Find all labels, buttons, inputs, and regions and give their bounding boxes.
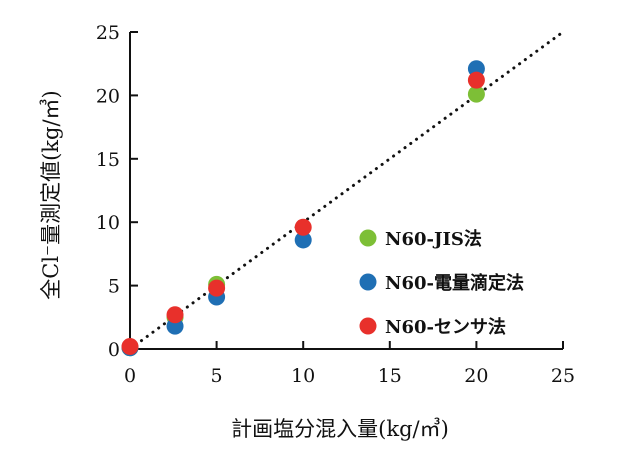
legend-label: N60-JIS法 (385, 228, 482, 250)
x-tick-label: 10 (291, 365, 315, 387)
y-tick-label: 20 (96, 85, 120, 107)
y-axis-label: 全Cl⁻量測定値(kg/㎥) (39, 90, 63, 300)
legend: N60-JIS法 N60-電量滴定法 N60-センサ法 (359, 228, 524, 338)
x-tick-label: 5 (211, 365, 223, 387)
x-tick-label: 25 (551, 365, 575, 387)
data-point (166, 306, 184, 324)
reference-line-layer (128, 30, 565, 351)
y-tick-label: 0 (108, 339, 120, 361)
x-tick-label: 15 (378, 365, 402, 387)
legend-marker (359, 273, 377, 291)
y-tick-label: 25 (96, 22, 120, 44)
y-tick-label: 5 (108, 276, 120, 298)
y-tick-label: 15 (96, 149, 120, 171)
data-point (294, 218, 312, 236)
legend-label: N60-センサ法 (385, 316, 506, 338)
axes (129, 32, 563, 350)
x-tick-label: 0 (124, 365, 136, 387)
y-tick-label: 10 (96, 212, 120, 234)
x-tick-label: 20 (464, 365, 488, 387)
data-point (294, 231, 312, 249)
x-axis-label: 計画塩分混入量(kg/㎥) (231, 417, 449, 441)
legend-marker (359, 229, 377, 247)
data-point (467, 71, 485, 89)
data-points (121, 60, 485, 357)
legend-marker (359, 317, 377, 335)
legend-label: N60-電量滴定法 (385, 272, 524, 294)
data-point (467, 85, 485, 103)
reference-line-y-equals-x (128, 30, 565, 351)
y-tick-labels: 0 5 10 15 20 25 (96, 22, 138, 361)
x-tick-labels: 0 5 10 15 20 25 (124, 341, 575, 387)
data-point (208, 279, 226, 297)
series-2-points (121, 71, 485, 355)
data-point (121, 337, 139, 355)
